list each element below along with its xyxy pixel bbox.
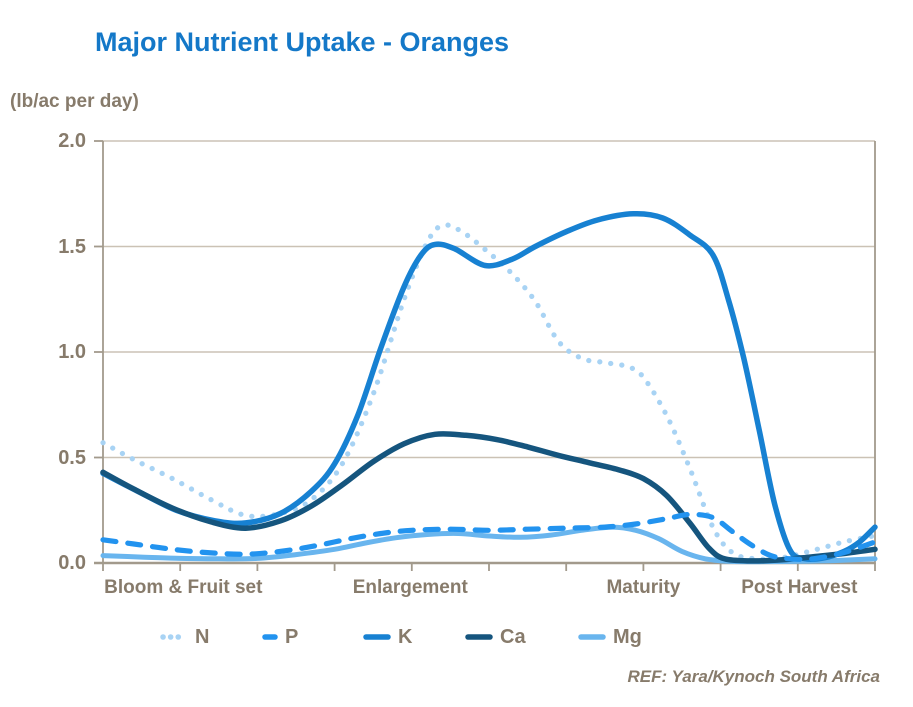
chart-title: Major Nutrient Uptake - Oranges [95,27,510,57]
y-tick-label-0.0: 0.0 [58,552,86,574]
legend-label-Ca: Ca [500,625,526,648]
legend-label-N: N [195,625,210,648]
y-tick-label-0.5: 0.5 [58,446,86,469]
series-K-line [100,210,878,563]
x-stage-label-enlargement: Enlargement [352,577,468,598]
reference-note: REF: Yara/Kynoch South Africa [627,667,880,686]
legend-marker-P-dashed-line-icon [262,634,278,640]
series-N-line [100,222,878,562]
legend-marker-N-dotted-line-icon [160,634,188,640]
legend-marker-Ca-solid-line-icon [465,634,493,640]
legend-item-Mg: Mg [578,624,642,650]
legend-item-K: K [363,624,412,650]
series-Ca-line [100,431,878,564]
legend-item-P: P [262,624,298,650]
legend-label-P: P [285,625,299,648]
legend-marker-K-solid-line-icon [363,634,391,640]
x-stage-label-post-harvest: Post Harvest [741,577,858,598]
series-P-line [100,511,878,562]
legend-label-Mg: Mg [613,625,642,648]
y-tick-label-1.5: 1.5 [58,235,86,258]
x-stage-label-maturity: Maturity [606,577,681,598]
legend-item-N: N [160,624,209,650]
x-stage-label-bloom-fruit-set: Bloom & Fruit set [104,577,263,598]
y-tick-label-2.0: 2.0 [58,130,86,152]
legend-marker-Mg-solid-line-icon [578,634,606,640]
y-axis-unit-label: (lb/ac per day) [10,91,139,112]
legend-item-Ca: Ca [465,624,526,650]
legend-label-K: K [398,625,413,648]
y-tick-label-1.0: 1.0 [58,341,86,363]
